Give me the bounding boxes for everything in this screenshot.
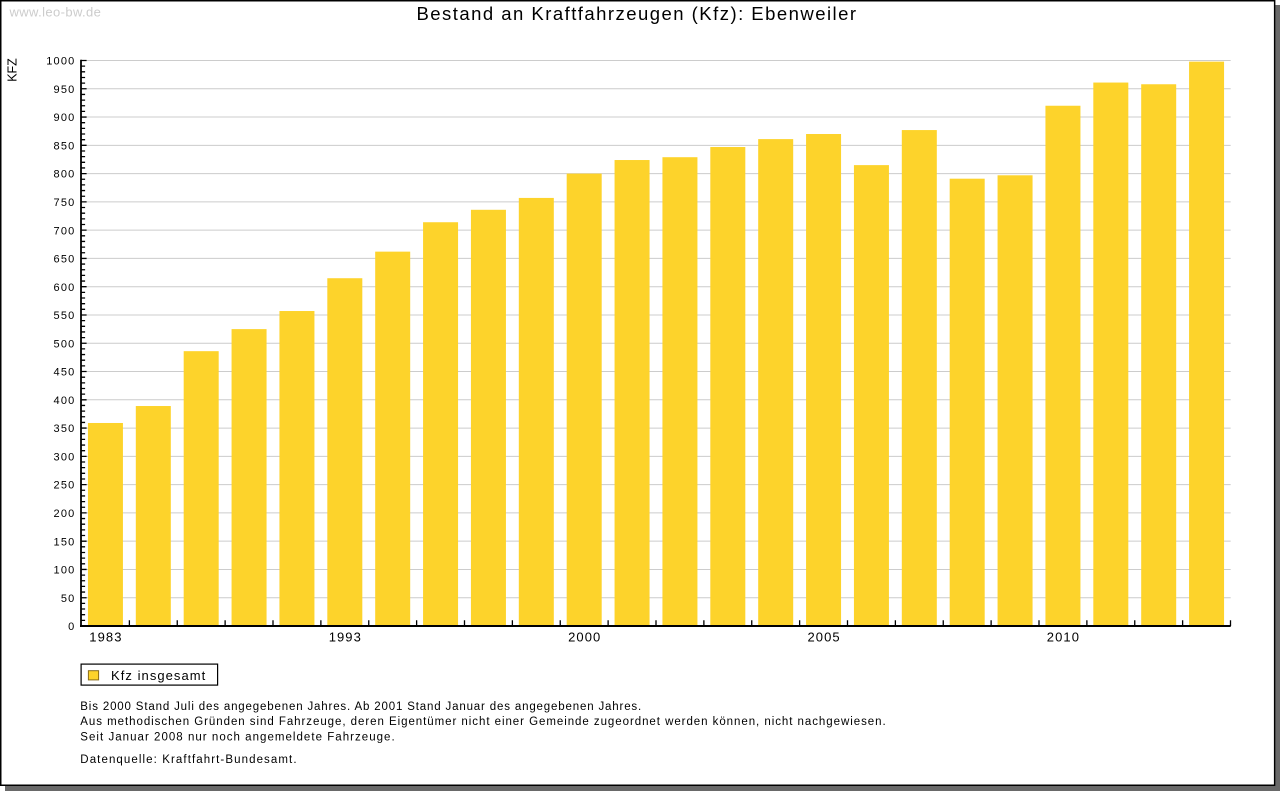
svg-text:150: 150	[54, 536, 76, 548]
svg-text:Kfz insgesamt: Kfz insgesamt	[111, 668, 206, 683]
svg-text:650: 650	[54, 254, 76, 266]
svg-text:200: 200	[54, 508, 76, 520]
svg-text:800: 800	[54, 169, 76, 181]
svg-text:400: 400	[54, 395, 76, 407]
svg-text:2005: 2005	[807, 629, 840, 644]
svg-text:1000: 1000	[46, 56, 75, 68]
svg-text:Bis 2000 Stand Juli des angege: Bis 2000 Stand Juli des angegebenen Jahr…	[80, 701, 642, 713]
svg-text:300: 300	[54, 451, 76, 463]
svg-text:950: 950	[54, 84, 76, 96]
svg-text:Aus methodischen Gründen sind: Aus methodischen Gründen sind Fahrzeuge,…	[80, 716, 886, 728]
svg-text:750: 750	[54, 197, 76, 209]
svg-text:700: 700	[54, 225, 76, 237]
svg-text:1983: 1983	[89, 629, 122, 644]
svg-text:1993: 1993	[329, 629, 362, 644]
svg-text:2000: 2000	[568, 629, 601, 644]
svg-text:450: 450	[54, 367, 76, 379]
svg-text:350: 350	[54, 423, 76, 435]
svg-text:600: 600	[54, 282, 76, 294]
svg-text:KFZ: KFZ	[5, 58, 19, 82]
svg-text:250: 250	[54, 480, 76, 492]
svg-text:www.leo-bw.de: www.leo-bw.de	[9, 5, 102, 20]
svg-text:Datenquelle: Kraftfahrt-Bundes: Datenquelle: Kraftfahrt-Bundesamt.	[80, 754, 297, 766]
svg-text:100: 100	[54, 565, 76, 577]
svg-text:900: 900	[54, 112, 76, 124]
svg-text:Seit Januar 2008 nur noch ange: Seit Januar 2008 nur noch angemeldete Fa…	[80, 731, 395, 743]
svg-text:Bestand an Kraftfahrzeugen (Kf: Bestand an Kraftfahrzeugen (Kfz): Ebenwe…	[416, 3, 857, 24]
svg-text:850: 850	[54, 140, 76, 152]
svg-text:0: 0	[68, 621, 75, 633]
svg-text:2010: 2010	[1047, 629, 1080, 644]
svg-text:50: 50	[61, 593, 76, 605]
svg-text:500: 500	[54, 338, 76, 350]
svg-text:550: 550	[54, 310, 76, 322]
